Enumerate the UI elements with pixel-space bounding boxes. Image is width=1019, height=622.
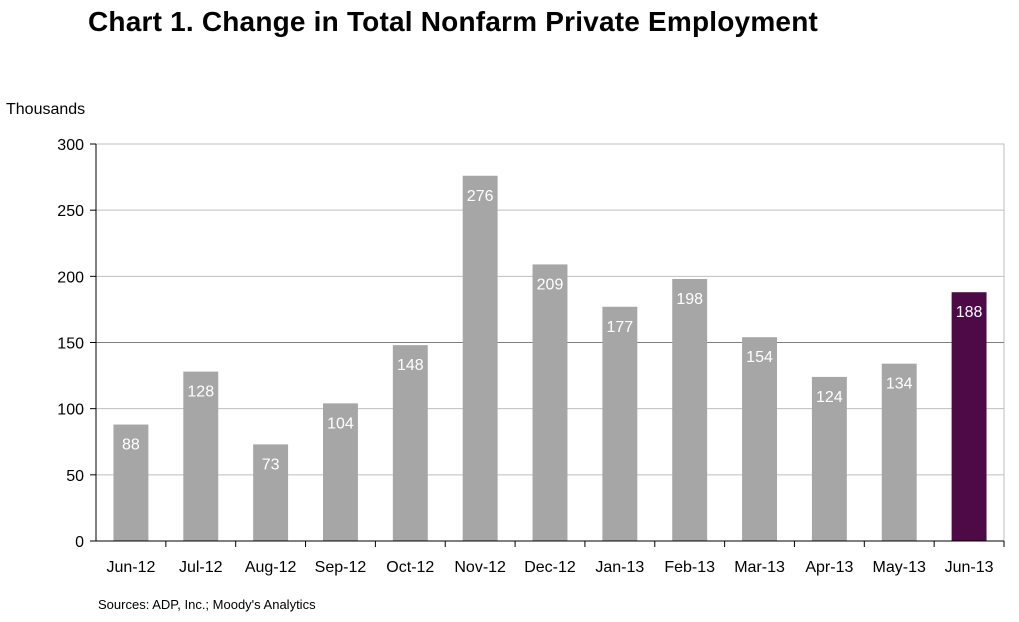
data-label: 134 [886,376,913,393]
bar-sep-12 [323,403,358,541]
chart-title: Chart 1. Change in Total Nonfarm Private… [88,6,819,37]
axes: 0 50 100 150 200 250 300 Jun-12 Jul-12 Aug-12 Sep-… [57,137,1005,576]
data-label: 88 [122,437,140,454]
y-tick-label: 100 [57,402,84,419]
y-tick-label: 300 [57,137,84,154]
bars [113,175,987,541]
x-tick-label: Mar-13 [734,559,785,576]
x-tick-label: Aug-12 [245,559,297,576]
data-label: 124 [816,389,843,406]
bar-may-13 [881,363,917,541]
x-tick-label: Jun-12 [106,559,155,576]
y-tick-label: 150 [57,336,84,353]
bar-jan-13 [602,306,638,541]
data-label: 154 [746,349,773,366]
x-tick-label: May-13 [873,559,926,576]
bar-dec-12 [532,264,568,541]
bar-mar-13 [742,337,777,541]
data-labels: 88 128 73 104 148 276 209 177 198 154 124 134 188 [122,188,982,474]
y-tick-label: 200 [57,269,84,286]
bar-aug-12 [253,444,289,541]
y-tick-label: 250 [57,203,84,220]
data-label: 148 [397,357,424,374]
x-tick-label: Jun-13 [945,559,994,576]
x-tick-label: Dec-12 [524,559,576,576]
data-label: 104 [327,415,354,432]
bar-jul-12 [183,371,219,541]
x-tick-label: Sep-12 [315,559,367,576]
x-tick-label: Jul-12 [179,559,223,576]
x-tick-label: Oct-12 [386,559,434,576]
data-label: 73 [262,456,280,473]
data-label: 188 [956,304,983,321]
x-tick-label: Jan-13 [595,559,644,576]
y-tick-label: 0 [75,534,84,551]
y-axis-label: Thousands [6,101,86,118]
bar-nov-12 [462,175,498,541]
source-note: Sources: ADP, Inc.; Moody's Analytics [98,597,316,612]
data-label: 128 [187,384,214,401]
bar-jun-13 [951,292,987,541]
x-tick-label: Apr-13 [805,559,853,576]
data-label: 198 [676,291,703,308]
data-label: 209 [537,276,564,293]
data-label: 276 [467,188,494,205]
bar-feb-13 [672,278,708,541]
bar-oct-12 [392,345,428,541]
y-tick-label: 50 [66,468,84,485]
bar-jun-12 [113,424,149,541]
x-tick-label: Feb-13 [664,559,715,576]
data-label: 177 [606,319,633,336]
bar-apr-13 [811,376,847,541]
x-tick-label: Nov-12 [454,559,506,576]
